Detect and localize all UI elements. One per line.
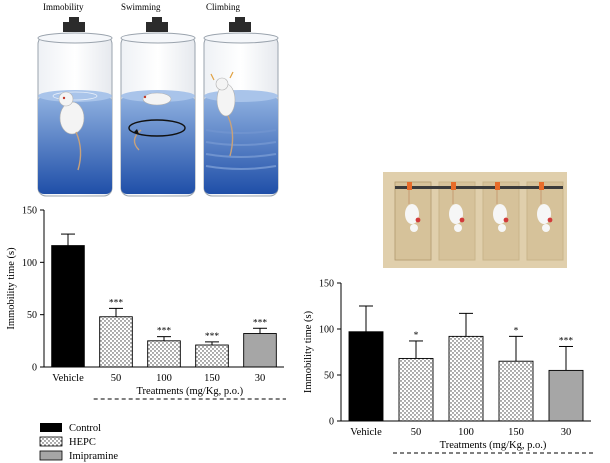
fst-label-climbing: Climbing [206,2,241,12]
x-tick-label: Vehicle [52,373,84,384]
y-tick-label: 50 [324,371,334,382]
hanging-mouse-icon [537,182,553,232]
circular-arrow-icon [128,119,186,137]
y-tick-label: 100 [22,258,37,269]
bar-hepc [99,316,133,368]
x-tick-label: 50 [411,427,422,438]
hanging-mouse-icon [405,182,421,232]
fst-label-swimming: Swimming [121,2,161,12]
legend-label: Imipramine [69,451,118,462]
hanging-mouse-icon [449,182,465,232]
bar-hepc [498,360,534,422]
y-tick-label: 0 [329,417,334,428]
bar-imipramine [243,333,277,368]
bars: *** *** *** *** [51,233,277,368]
x-tick-label: 150 [204,373,220,384]
significance-marker: * [414,331,419,341]
legend: Control HEPC Imipramine [39,423,118,462]
mouse-icon [210,71,236,157]
lamp-icon [63,22,85,32]
bar-hepc [448,335,484,422]
x-tick-label: 50 [111,373,122,384]
forced-swim-illustration: Immobility Swimming [37,2,279,197]
bar-imipramine [548,369,584,422]
water [121,96,195,194]
cylinder-swimming: Swimming [120,2,196,197]
cylinder-climbing: Climbing [203,2,279,197]
x-axis-label: Treatments (mg/Kg, p.o.) [440,440,547,451]
lamp-icon [229,22,251,32]
x-axis-label: Treatments (mg/Kg, p.o.) [137,386,244,397]
x-axis: Vehicle 50 100 150 30 [44,366,284,384]
significance-marker: *** [205,332,220,342]
y-tick-label: 0 [32,363,37,374]
significance-marker: *** [157,327,172,337]
y-axis: 0 50 100 150 [319,279,342,428]
legend-item-hepc: HEPC [39,436,96,448]
y-tick-label: 150 [22,206,37,217]
legend-item-imipramine: Imipramine [39,450,118,462]
legend-swatch [39,436,63,447]
bar-hepc [195,344,229,368]
significance-marker: *** [109,298,124,308]
bars: * **** [348,305,584,422]
fst-label-immobility: Immobility [43,2,84,12]
significance-marker: *** [559,336,574,346]
legend-swatch [39,450,63,461]
x-tick-label: 100 [156,373,172,384]
legend-label: Control [69,423,101,434]
wave-lines [205,129,277,170]
y-axis-label: Immobility time (s) [6,247,17,330]
chart-left: 0 50 100 150 *** *** *** *** Vehicle 50 100 150 30… [6,206,286,400]
y-axis-label: Immobility time (s) [303,310,314,393]
y-tick-label: 150 [319,279,334,290]
y-tick-label: 100 [319,325,334,336]
x-tick-label: Vehicle [350,427,382,438]
x-axis: Vehicle 50 100 150 30 [341,420,591,438]
bar-hepc [147,340,181,368]
x-tick-label: 150 [508,427,524,438]
mouse-icon [133,92,172,151]
legend-label: HEPC [69,437,96,448]
mouse-icon [58,91,85,171]
cylinder-immobility: Immobility [37,2,113,197]
x-tick-label: 30 [561,427,572,438]
legend-item-control: Control [40,423,101,434]
y-axis: 0 50 100 150 [22,206,45,374]
bar-hepc [398,357,434,422]
x-tick-label: 30 [255,373,266,384]
lamp-icon [146,22,168,32]
x-tick-label: 100 [458,427,474,438]
water [38,96,112,194]
y-tick-label: 50 [27,310,37,321]
significance-marker: *** [253,318,268,328]
bar-control [348,331,384,422]
legend-swatch [40,423,62,432]
tst-compartment [526,181,564,261]
tst-bar [395,186,563,189]
bar-control [51,245,85,368]
hanging-mouse-icon [493,182,509,232]
tail-suspension-illustration [383,172,567,268]
significance-marker: * [514,326,519,336]
